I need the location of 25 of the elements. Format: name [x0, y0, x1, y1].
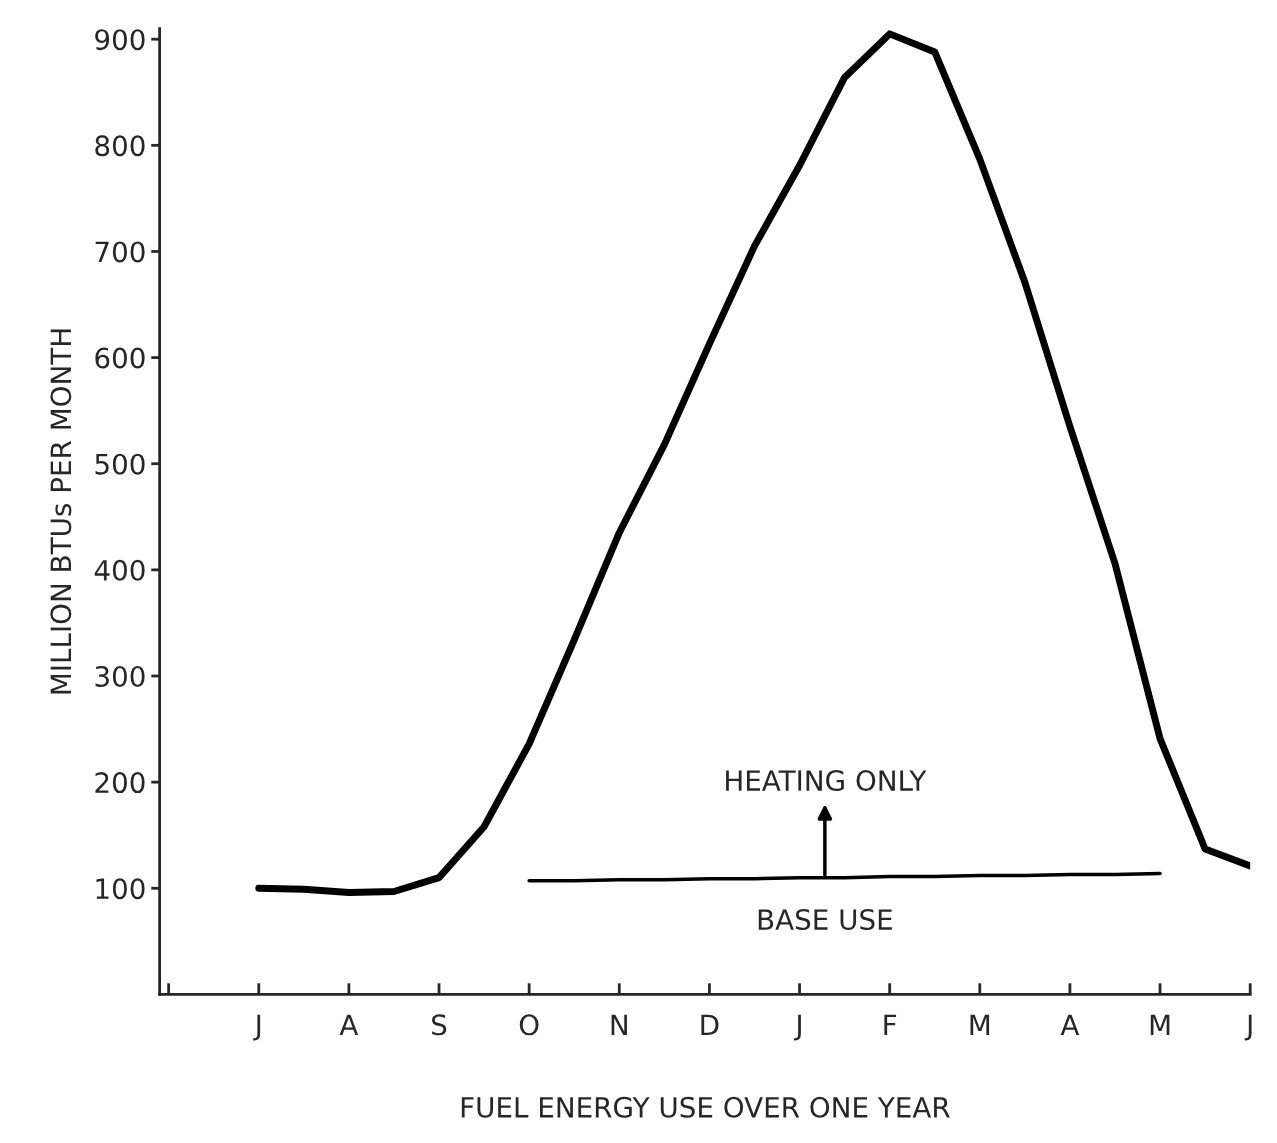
x-axis-title: FUEL ENERGY USE OVER ONE YEAR [461, 1096, 950, 1118]
x-tick-label: J [253, 1014, 261, 1041]
annotation: BASE USE [758, 909, 892, 931]
y-tick-label: 900 [95, 29, 145, 51]
annotation: HEATING ONLY [726, 770, 927, 792]
y-tick-label: 200 [95, 772, 145, 794]
y-tick-label: 600 [95, 347, 145, 369]
y-tick-label: 700 [95, 241, 145, 263]
y-axis-title: MILLION BTUs PER MONTH [50, 329, 72, 694]
x-tick-label: M [1150, 1014, 1170, 1035]
y-tick-label: 800 [95, 135, 145, 157]
x-tick-label: J [794, 1014, 801, 1041]
x-tick-label: M [970, 1014, 990, 1035]
x-tick-label: J [1244, 1014, 1252, 1041]
x-tick-label: A [1060, 1014, 1080, 1035]
y-tick-label: 300 [95, 665, 145, 687]
x-tick-label: S [432, 1014, 447, 1036]
x-tick-label: D [701, 1014, 719, 1035]
y-tick-label: 100 [96, 878, 145, 900]
x-tick-label: N [611, 1014, 627, 1035]
x-tick-label: O [519, 1014, 539, 1036]
y-tick-label: 500 [95, 453, 145, 475]
x-tick-label: A [339, 1014, 359, 1035]
x-tick-label: F [884, 1014, 897, 1035]
y-tick-label: 400 [94, 559, 145, 581]
